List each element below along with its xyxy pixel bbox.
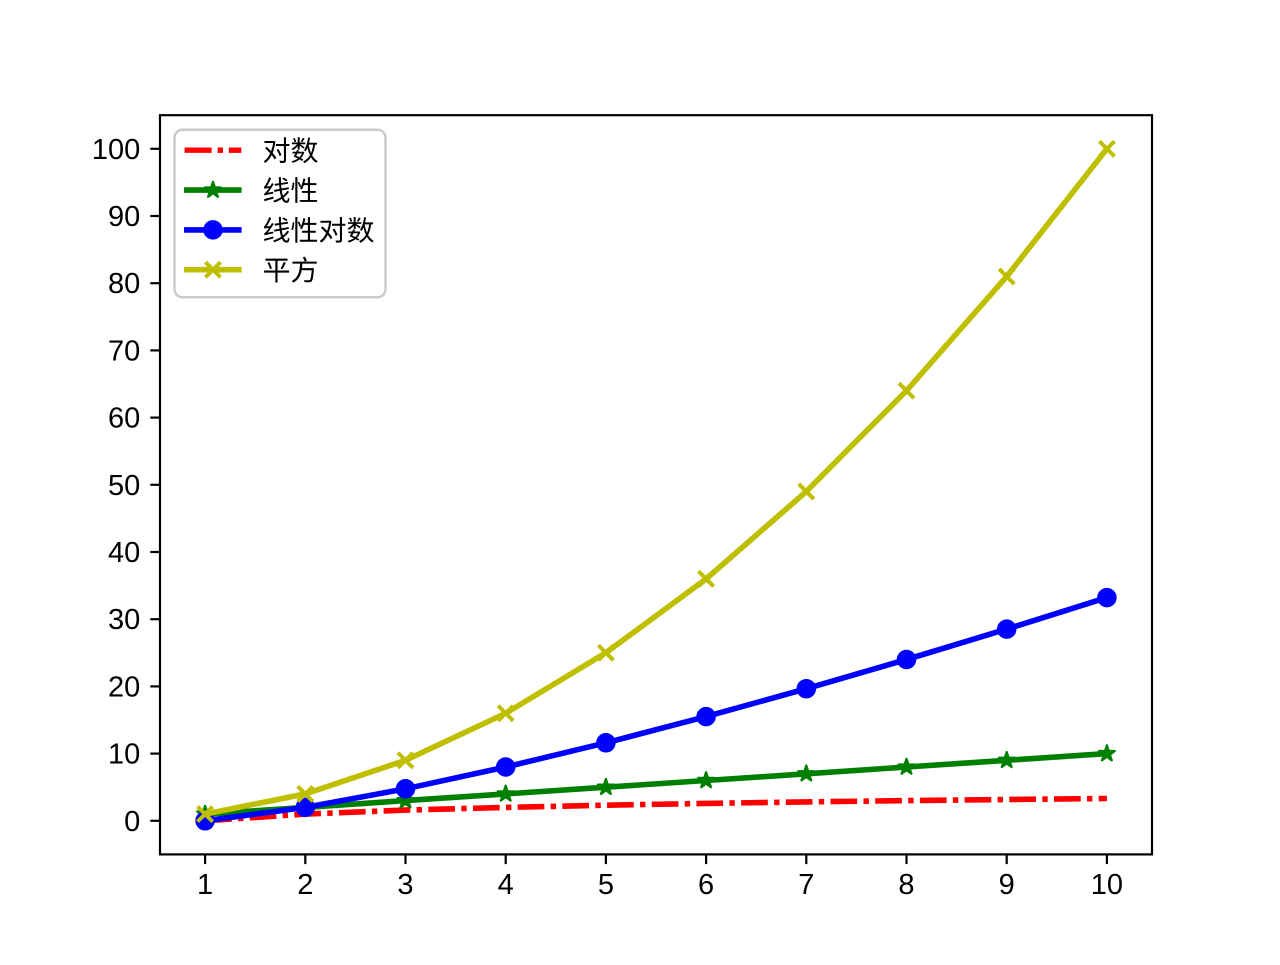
svg-text:5: 5 xyxy=(598,869,614,901)
svg-text:100: 100 xyxy=(92,134,140,166)
svg-text:1: 1 xyxy=(197,869,213,901)
svg-text:0: 0 xyxy=(124,806,140,838)
svg-text:2: 2 xyxy=(297,869,313,901)
svg-text:6: 6 xyxy=(698,869,714,901)
svg-text:3: 3 xyxy=(397,869,413,901)
svg-text:60: 60 xyxy=(108,403,140,435)
svg-text:8: 8 xyxy=(898,869,914,901)
svg-text:30: 30 xyxy=(108,604,140,636)
svg-text:9: 9 xyxy=(999,869,1015,901)
svg-text:50: 50 xyxy=(108,470,140,502)
svg-text:90: 90 xyxy=(108,201,140,233)
svg-text:40: 40 xyxy=(108,537,140,569)
svg-text:80: 80 xyxy=(108,268,140,300)
svg-text:70: 70 xyxy=(108,335,140,367)
svg-text:10: 10 xyxy=(1091,869,1123,901)
svg-text:20: 20 xyxy=(108,671,140,703)
svg-text:7: 7 xyxy=(798,869,814,901)
svg-text:10: 10 xyxy=(108,739,140,771)
svg-text:4: 4 xyxy=(498,869,514,901)
